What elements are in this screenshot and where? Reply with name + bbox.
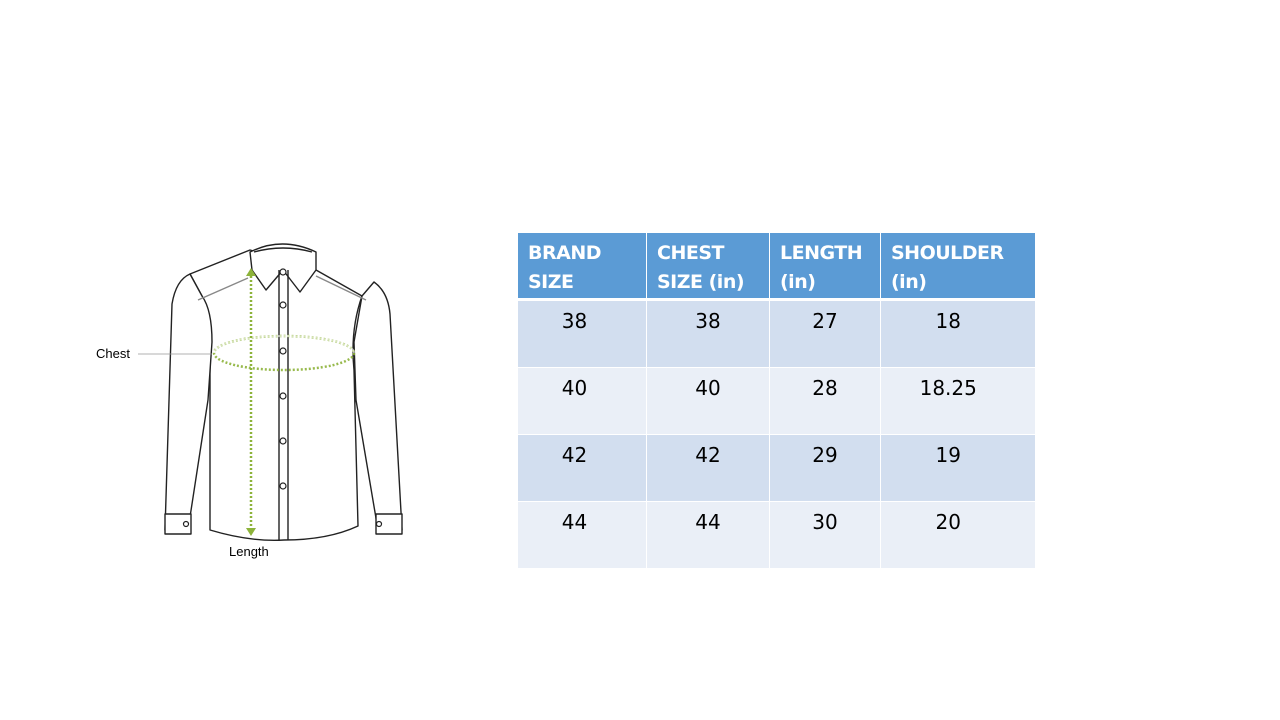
cell-length: 27	[769, 299, 881, 368]
header-brand-size: BRAND SIZE	[518, 233, 647, 301]
shirt-diagram	[138, 243, 403, 541]
cell-length: 30	[769, 501, 881, 569]
cell-chest-size: 42	[646, 434, 770, 502]
cell-brand-size: 38	[518, 299, 647, 368]
cell-chest-size: 44	[646, 501, 770, 569]
header-shoulder: SHOULDER (in)	[880, 233, 1035, 301]
length-label: Length	[229, 544, 269, 559]
table-row: 42 42 29 19	[518, 434, 1036, 502]
cell-brand-size: 44	[518, 501, 647, 569]
cell-length: 29	[769, 434, 881, 502]
cell-shoulder: 18	[880, 299, 1036, 368]
table-row: 40 40 28 18.25	[518, 367, 1036, 435]
table-row: 44 44 30 20	[518, 501, 1036, 569]
right-sleeve	[353, 281, 403, 531]
cell-shoulder: 19	[880, 434, 1036, 502]
left-cuff	[164, 513, 192, 535]
cell-shoulder: 20	[880, 501, 1036, 569]
cell-brand-size: 40	[518, 367, 647, 435]
shirt-body	[189, 249, 363, 541]
table-header-row: BRAND SIZE CHEST SIZE (in) LENGTH (in) SHOU…	[518, 233, 1035, 301]
cell-shoulder: 18.25	[880, 367, 1036, 435]
size-chart-table: BRAND SIZE CHEST SIZE (in) LENGTH (in) SHOU…	[518, 233, 1036, 569]
cell-brand-size: 42	[518, 434, 647, 502]
cell-length: 28	[769, 367, 881, 435]
header-length: LENGTH (in)	[769, 233, 881, 301]
cell-chest-size: 40	[646, 367, 770, 435]
table-row: 38 38 27 18	[518, 299, 1036, 368]
left-sleeve	[164, 273, 213, 531]
buttons	[182, 268, 383, 528]
header-chest-size: CHEST SIZE (in)	[646, 233, 770, 301]
cell-chest-size: 38	[646, 299, 770, 368]
chest-label: Chest	[96, 346, 130, 361]
